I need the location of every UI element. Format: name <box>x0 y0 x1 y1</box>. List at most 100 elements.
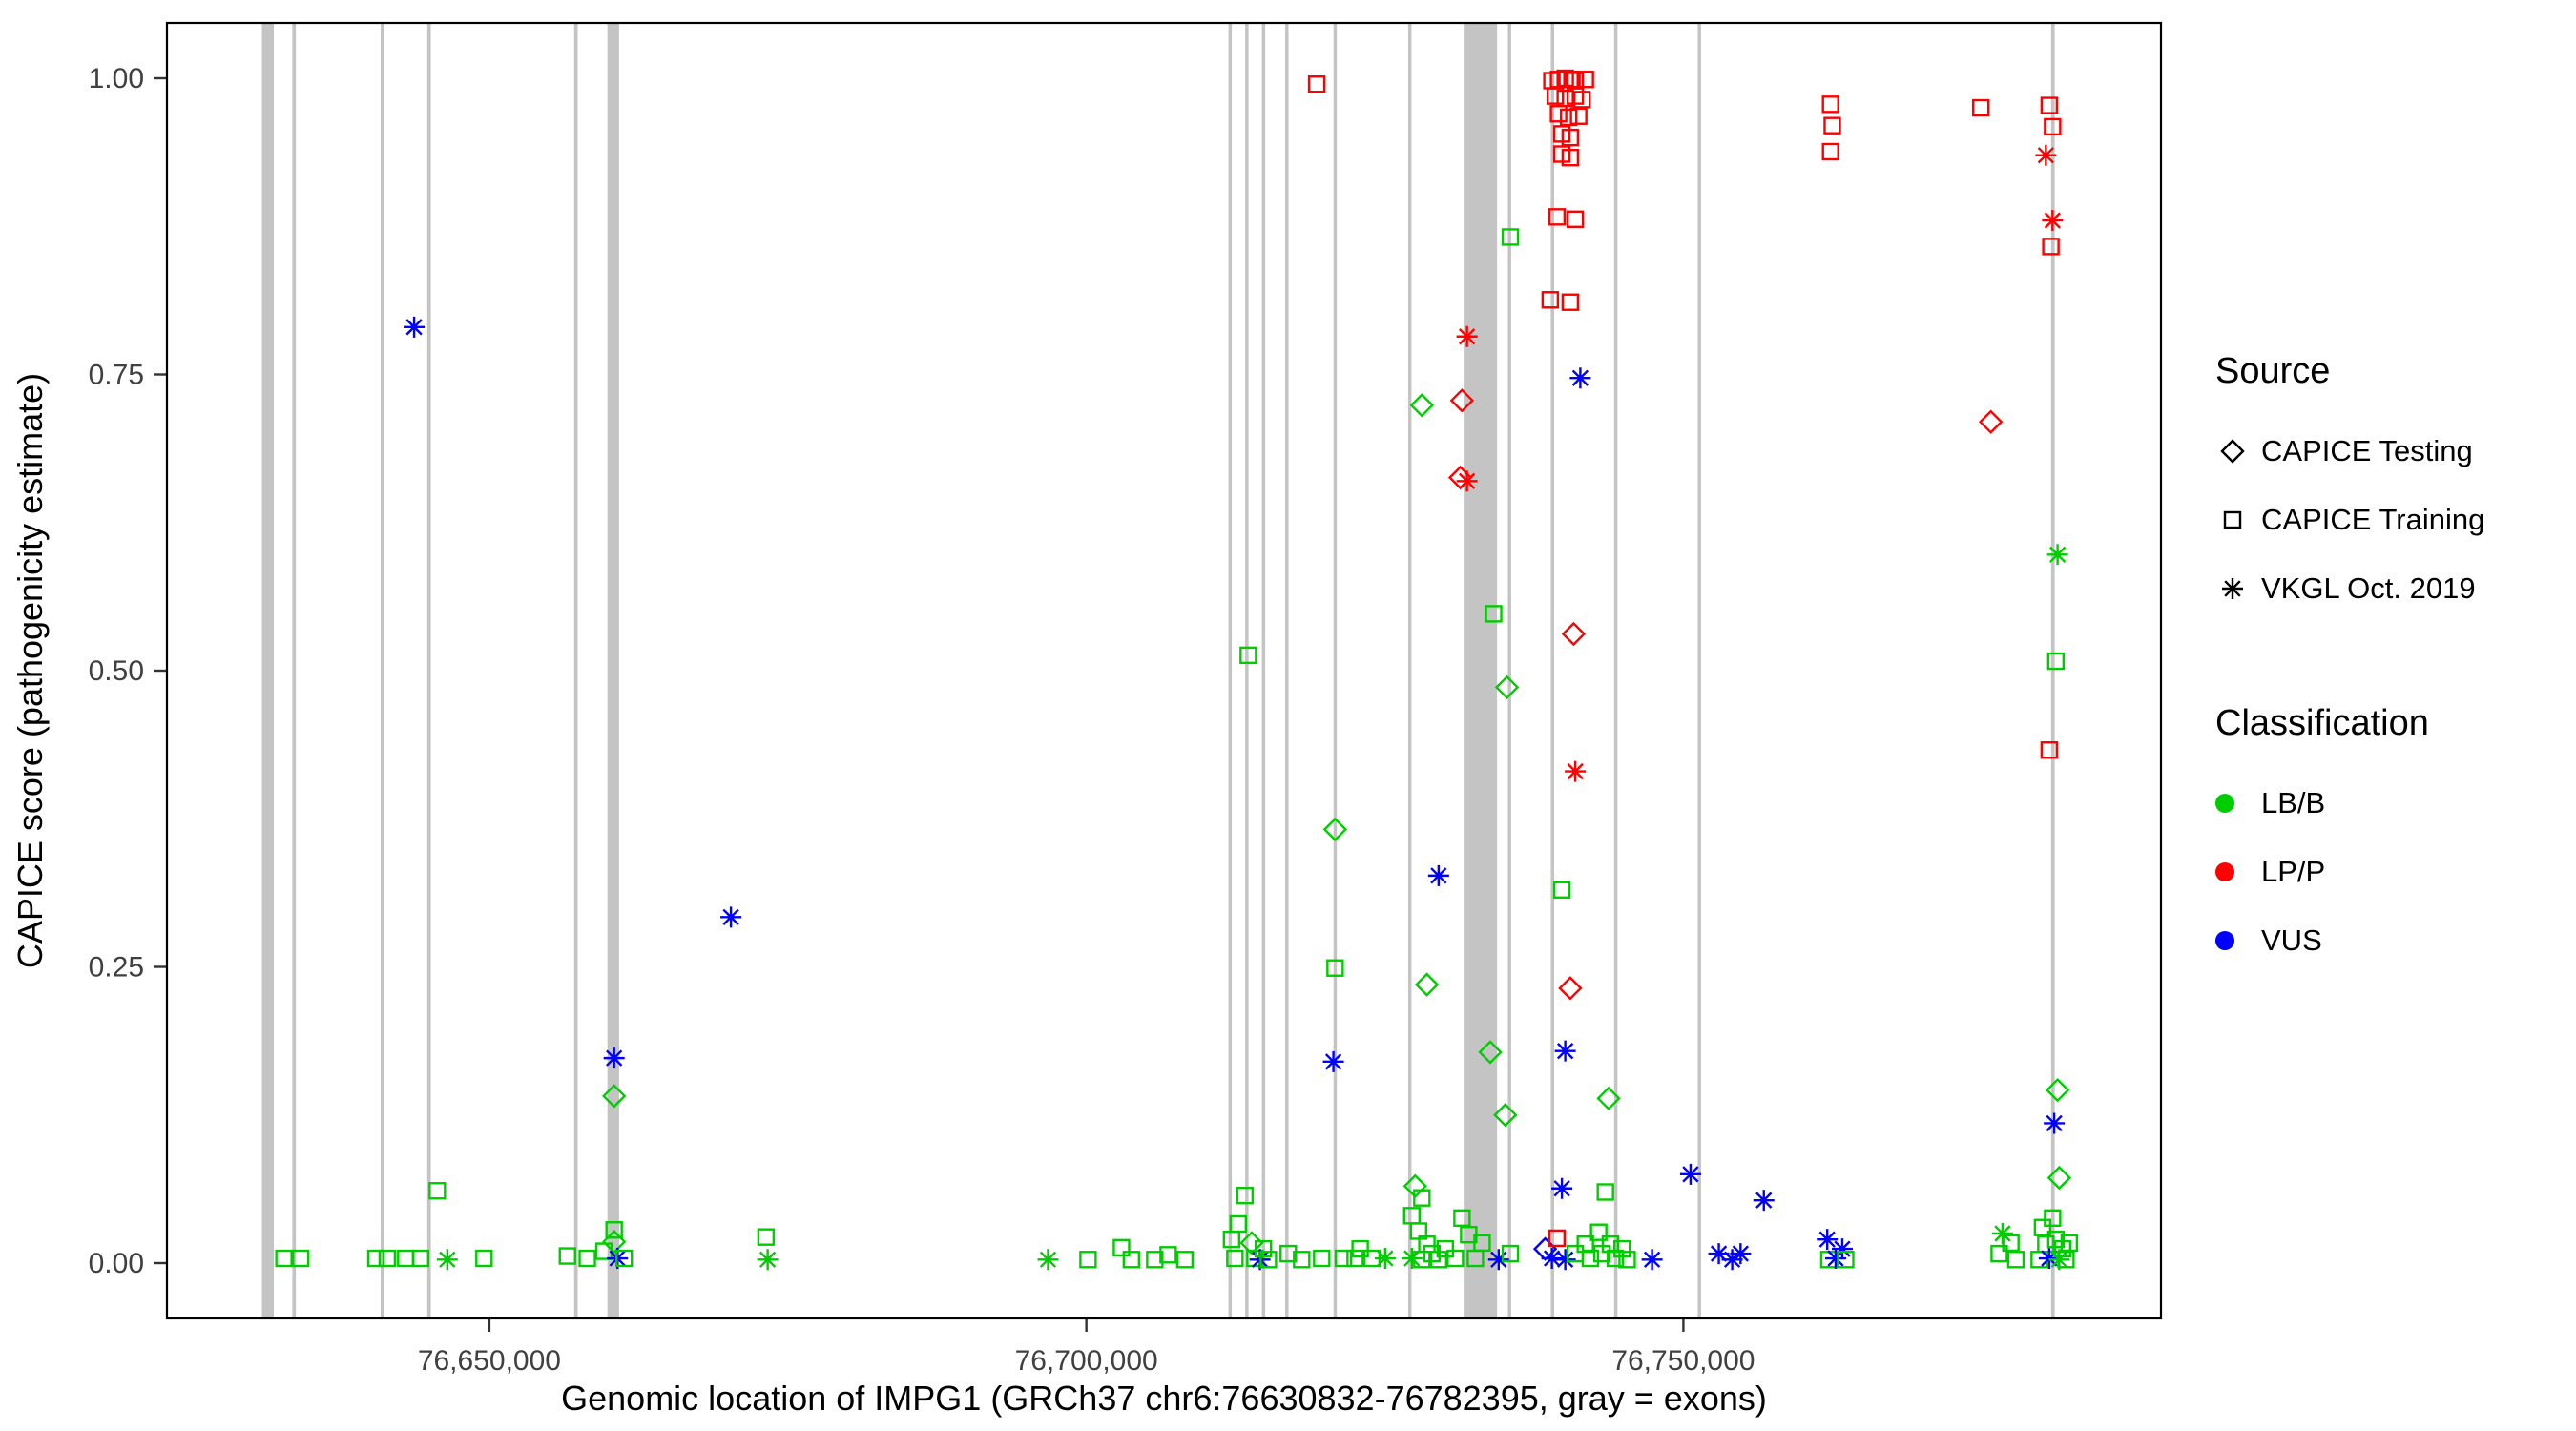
data-point-square <box>1569 107 1588 125</box>
data-point-square <box>366 1249 385 1268</box>
legend-item-label: CAPICE Training <box>2261 503 2485 536</box>
y-tick-label: 0.50 <box>89 655 144 687</box>
data-point-square <box>1837 1251 1855 1269</box>
x-tick-label: 76,650,000 <box>418 1345 561 1377</box>
data-point-square <box>1313 1249 1331 1268</box>
data-point-asterisk <box>1730 1243 1752 1265</box>
data-point-asterisk <box>1565 760 1587 782</box>
data-point-square <box>2002 1234 2020 1253</box>
data-point-asterisk <box>1824 1248 1846 1270</box>
exon-bar <box>1245 23 1249 1318</box>
legend-item-label: CAPICE Testing <box>2261 434 2473 467</box>
data-point-square <box>1821 95 1839 114</box>
diamond-icon <box>2215 434 2261 468</box>
data-point-asterisk <box>2042 210 2064 232</box>
data-point-square <box>1334 1249 1353 1268</box>
legend-item-capice-training: CAPICE Training <box>2215 486 2484 554</box>
data-point-square <box>1596 1183 1614 1201</box>
data-point-diamond <box>1449 388 1475 413</box>
data-point-asterisk <box>1487 1249 1509 1271</box>
data-point-square <box>1581 1249 1600 1268</box>
data-point-square <box>1259 1251 1278 1269</box>
data-point-asterisk <box>2044 1112 2066 1134</box>
y-axis-title: CAPICE score (pathogenicity estimate) <box>10 373 50 968</box>
x-tick-label: 76,750,000 <box>1611 1345 1755 1377</box>
data-point-diamond <box>1493 1103 1518 1128</box>
data-point-asterisk <box>1831 1238 1853 1260</box>
data-point-square <box>605 1221 623 1239</box>
data-point-asterisk <box>404 316 426 338</box>
data-point-diamond <box>1561 621 1587 647</box>
exon-bar <box>1550 23 1554 1318</box>
data-point-square <box>1990 1244 2008 1263</box>
data-point-square <box>1122 1251 1141 1269</box>
y-tick-label: 0.00 <box>89 1248 144 1279</box>
data-point-asterisk <box>1456 325 1478 347</box>
data-point-diamond <box>1409 393 1435 418</box>
data-point-square <box>1561 293 1580 311</box>
data-point-square <box>1436 1239 1455 1258</box>
data-point-square <box>2044 1209 2062 1228</box>
legend-classification-title: Classification <box>2215 703 2429 743</box>
data-point-diamond <box>601 1229 627 1255</box>
data-point-square <box>1236 1187 1255 1205</box>
data-point-square <box>2006 1251 2025 1269</box>
data-point-square <box>428 1182 447 1200</box>
data-point-asterisk <box>1554 1040 1576 1062</box>
y-tick-label: 0.75 <box>89 360 144 391</box>
data-point-square <box>1576 71 1594 89</box>
data-point-square <box>1159 1246 1177 1264</box>
legend-item-capice-testing: CAPICE Testing <box>2215 417 2484 486</box>
legend-item-lpp: LP/P <box>2215 838 2484 906</box>
y-tick-label: 1.00 <box>89 63 144 94</box>
data-point-square <box>1254 1239 1273 1258</box>
data-point-square <box>1307 75 1326 93</box>
legend-item-vus: VUS <box>2215 906 2484 975</box>
lpp-color-dot-icon <box>2215 862 2261 881</box>
data-point-square <box>1823 116 1841 135</box>
data-point-square <box>1446 1249 1465 1268</box>
data-point-asterisk <box>1037 1249 1059 1271</box>
data-point-asterisk <box>1456 470 1478 492</box>
x-axis-title: Genomic location of IMPG1 (GRCh37 chr6:7… <box>561 1379 1767 1418</box>
exon-bar <box>1228 23 1233 1318</box>
data-point-square <box>558 1247 576 1265</box>
data-point-square <box>1226 1249 1244 1268</box>
y-tick-label: 0.25 <box>89 952 144 984</box>
data-point-asterisk <box>2035 144 2057 166</box>
exon-bar <box>1507 23 1511 1318</box>
data-point-square <box>2044 117 2062 136</box>
data-point-square <box>291 1249 310 1268</box>
legend-item-lbb: LB/B <box>2215 769 2484 838</box>
data-point-asterisk <box>1569 367 1591 389</box>
data-point-asterisk <box>1401 1248 1423 1270</box>
legend-item-label: VUS <box>2261 923 2322 957</box>
exon-bar <box>1613 23 1618 1318</box>
data-point-square <box>1552 881 1571 899</box>
asterisk-icon <box>2215 571 2261 606</box>
data-point-square <box>1561 128 1580 147</box>
data-point-square <box>1473 1234 1491 1253</box>
data-point-square <box>2046 652 2066 671</box>
data-point-square <box>1559 108 1578 127</box>
data-point-asterisk <box>1721 1249 1743 1271</box>
data-point-diamond <box>1322 817 1348 842</box>
data-point-diamond <box>1558 976 1583 1001</box>
legend-item-label: LB/B <box>2261 786 2326 819</box>
data-point-square <box>614 1249 634 1268</box>
data-point-square <box>1413 1189 1431 1207</box>
exon-bar <box>1407 23 1412 1318</box>
data-point-square <box>1229 1214 1248 1234</box>
exon-bar <box>573 23 578 1318</box>
x-tick-label: 76,700,000 <box>1015 1345 1158 1377</box>
data-points-layer <box>275 69 2079 1271</box>
legend-source-title: Source <box>2215 351 2331 391</box>
data-point-asterisk <box>1541 1248 1563 1270</box>
data-point-asterisk <box>757 1249 779 1271</box>
lbb-color-dot-icon <box>2215 794 2261 813</box>
data-point-diamond <box>1478 1040 1503 1065</box>
data-point-square <box>475 1249 493 1268</box>
data-point-square <box>757 1228 776 1246</box>
data-point-diamond <box>1596 1086 1621 1111</box>
